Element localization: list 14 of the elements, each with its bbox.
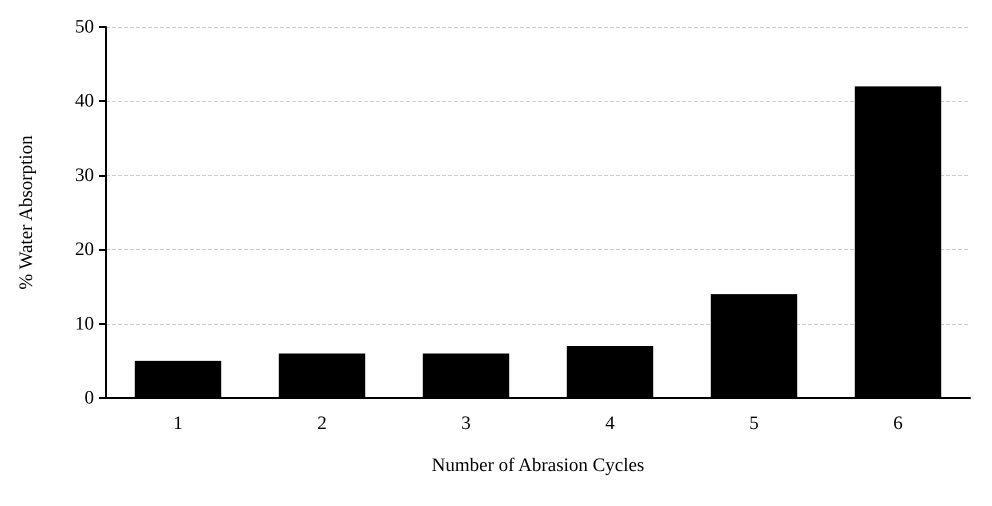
x-tick-label: 3 (461, 413, 471, 434)
x-tick-label: 1 (173, 413, 183, 434)
y-tick-label: 40 (75, 90, 94, 112)
y-tick-label: 20 (75, 239, 94, 260)
y-axis-title: % Water Absorption (16, 134, 37, 290)
x-tick-label: 4 (605, 413, 616, 434)
x-tick-label: 2 (317, 413, 327, 434)
y-tick-label: 10 (75, 313, 94, 334)
y-tick-label: 50 (75, 16, 94, 38)
y-tick-label: 30 (75, 164, 94, 186)
x-tick-label: 5 (749, 413, 759, 434)
x-tick-label: 6 (893, 413, 903, 434)
x-axis-title: Number of Abrasion Cycles (432, 455, 644, 476)
y-tick-label: 0 (84, 388, 94, 408)
